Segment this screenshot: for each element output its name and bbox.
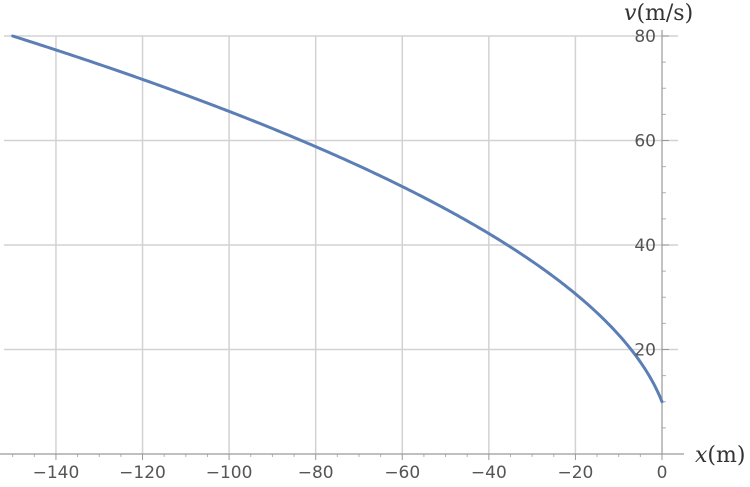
series-line — [11, 34, 664, 404]
tick-labels: −140 −120 −100 −80 −60 −40 −20 0 20 40 60 80 — [33, 27, 668, 483]
y-axis-label: v(m/s) — [624, 1, 693, 26]
x-tick-label: −80 — [298, 463, 334, 483]
x-tick-label: −120 — [119, 463, 166, 483]
x-axis-label: x(m) — [695, 443, 745, 468]
y-tick-label: 60 — [634, 132, 656, 152]
axes — [0, 30, 684, 460]
y-axis-variable: v — [624, 1, 637, 26]
x-axis-unit: (m) — [707, 443, 745, 468]
x-tick-label: −140 — [33, 463, 80, 483]
x-tick-label: −60 — [384, 463, 420, 483]
x-axis-variable: x — [695, 443, 708, 468]
y-axis-unit: (m/s) — [636, 1, 693, 26]
y-tick-label: 80 — [634, 27, 656, 47]
x-tick-label: −100 — [206, 463, 253, 483]
x-tick-label: −20 — [557, 463, 593, 483]
series-layer — [11, 34, 664, 404]
x-tick-label: 0 — [657, 463, 668, 483]
grid — [4, 35, 678, 454]
y-tick-label: 40 — [634, 236, 656, 256]
x-tick-label: −40 — [471, 463, 507, 483]
y-tick-label: 20 — [634, 341, 656, 361]
